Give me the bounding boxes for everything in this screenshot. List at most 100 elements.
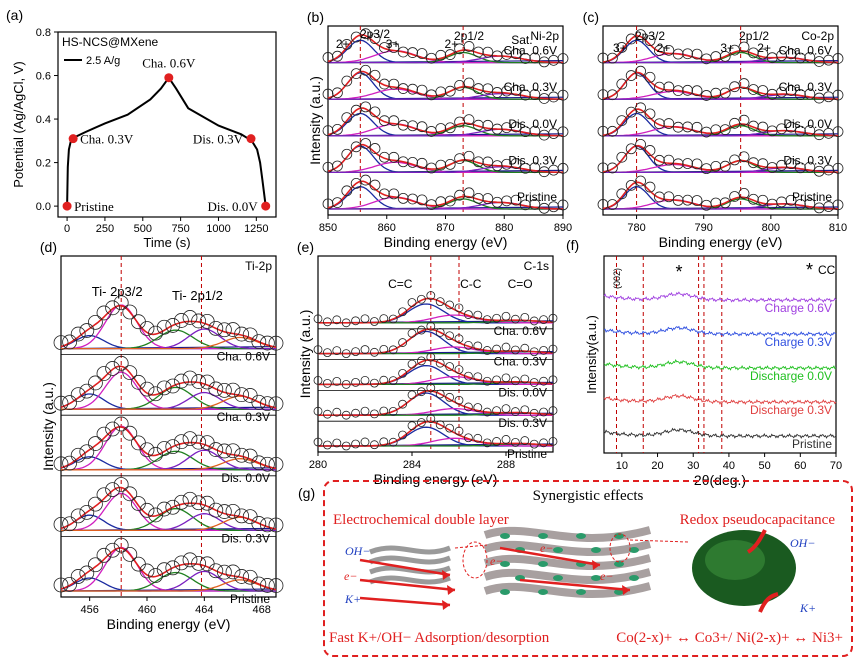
panel-d-xtick-label: 460 (138, 604, 156, 616)
panel-d-component (61, 371, 276, 410)
panel-d-data-marker (130, 314, 146, 330)
panel-a-xtick-label: 250 (96, 223, 114, 235)
panel-c-data-marker (672, 85, 684, 97)
panel-d-spectrum-label: Cha. 0.3V (217, 410, 270, 424)
panel-b-xlabel: Binding energy (eV) (384, 234, 508, 250)
panel-c-data-marker (776, 196, 787, 208)
panel-d-data-marker (88, 436, 103, 451)
panel-d-axes (60, 255, 277, 598)
panel-c-data-marker (738, 151, 750, 163)
panel-e-data-marker (529, 347, 539, 357)
panel-c-data-marker (719, 197, 731, 209)
panel-b-data-marker (350, 68, 362, 79)
panel-b-xtick-label: 880 (495, 222, 513, 234)
panel-b-data-marker (407, 193, 419, 205)
panel-g-ion-label: e− (600, 569, 613, 583)
panel-b-data-marker (444, 49, 456, 60)
panel-d-data-marker (173, 555, 189, 571)
panel-e-data-marker (379, 314, 389, 323)
panel-g-ion-label: OH− (345, 544, 370, 558)
panel-b-data-marker (510, 84, 522, 96)
panel-e-data-marker (416, 387, 426, 397)
panel-e-data-marker (445, 331, 455, 341)
panel-b-data-marker (529, 52, 541, 64)
panel-e-data-marker (416, 325, 426, 335)
panel-a-ytick-label: 0.4 (36, 114, 51, 126)
panel-b-spectrum-label: Dis. 0.0V (508, 117, 557, 131)
panel-f-series-label: Pristine (792, 437, 832, 451)
panel-b-data-marker (463, 77, 475, 89)
panel-b-label: (b) (307, 9, 324, 25)
panel-d-data-marker (70, 326, 86, 342)
panel-a-marker (164, 73, 174, 83)
panel-b-data-marker (331, 50, 343, 62)
panel-e-peak-annotation: C=C (388, 277, 413, 291)
panel-g-synergy-box: Synergistic effects Electrochemical doub… (323, 480, 853, 657)
panel-b-data-marker (472, 192, 484, 204)
panel-d-data-marker (96, 487, 112, 503)
panel-d-data-marker (199, 495, 215, 511)
panel-d-data-marker (165, 560, 181, 576)
panel-g-arrow-head (442, 600, 450, 610)
panel-b-data-marker (501, 158, 513, 170)
panel-c-peak-annotation: 2+ (657, 41, 671, 55)
panel-c-data-marker (625, 33, 637, 45)
panel-c-data-marker (616, 78, 628, 90)
panel-g-particle (576, 589, 586, 595)
panel-c-data-marker (682, 48, 693, 60)
panel-d-data-marker (216, 443, 232, 459)
panel-a-ytick-label: 0.0 (36, 201, 51, 213)
panel-d-data-marker (165, 499, 181, 515)
panel-c-data-marker (719, 124, 731, 135)
panel-g-particle (614, 533, 624, 539)
panel-e-data-marker (388, 376, 398, 385)
panel-g-arrow-head (447, 585, 455, 595)
panel-g-zoom-circle (462, 541, 488, 579)
panel-g-particle (500, 533, 510, 539)
panel-g-arrow (359, 558, 451, 577)
panel-f-peak-label: (002) (612, 268, 622, 289)
panel-c-corner-label: Co-2p (801, 29, 834, 43)
panel-b-xtick-label: 870 (436, 222, 454, 234)
panel-d-spectrum-label: Cha. 0.6V (217, 350, 270, 364)
panel-b-data-marker (520, 199, 531, 211)
panel-c-data-marker (644, 108, 656, 120)
panel-b-data-marker (463, 41, 475, 52)
panel-b-data-marker (444, 85, 456, 97)
panel-e-data-marker (473, 403, 483, 412)
panel-d-data-marker (173, 313, 189, 328)
panel-d-data-marker (191, 495, 207, 511)
panel-b-data-marker (557, 89, 569, 101)
panel-e-data-marker (379, 437, 389, 447)
panel-b-data-marker (444, 195, 456, 207)
panel-f-pattern (603, 291, 837, 304)
panel-f-xtick-label: 70 (830, 460, 842, 472)
panel-c-data-marker (691, 85, 703, 97)
panel-b-data-marker (397, 46, 409, 58)
panel-c-data-marker (644, 181, 656, 193)
panel-b-peak-annotation: 2+ (445, 37, 459, 51)
panel-b-data-marker (369, 179, 381, 191)
panel-c-spectrum-label: Dis. 0.3V (783, 153, 832, 167)
panel-f-pattern (603, 393, 837, 405)
panel-d-data-marker (156, 319, 172, 335)
panel-c-data-marker (644, 71, 656, 83)
panel-e-data-marker (435, 358, 445, 368)
panel-b-data-marker (322, 198, 334, 210)
panel-c-data-marker (785, 48, 797, 60)
panel-c-data-marker (813, 202, 825, 214)
panel-c-data-marker (832, 53, 844, 64)
panel-d-data-marker (208, 502, 224, 518)
panel-c-data-marker (710, 124, 722, 136)
panel-b-data-marker (378, 42, 390, 53)
panel-g-right-title: Redox pseudocapacitance (679, 512, 835, 528)
panel-g-bottom-left: Fast K+/OH− Adsorption/desorption (329, 630, 550, 646)
panel-b-data-marker (331, 197, 343, 208)
panel-c-data-marker (813, 92, 825, 104)
panel-d-envelope (60, 486, 277, 530)
panel-b-data-marker (463, 150, 475, 162)
panel-e-data-marker (539, 315, 548, 325)
panel-e-data-marker (501, 404, 511, 414)
panel-d-data-marker (105, 482, 120, 498)
panel-b-data-marker (520, 126, 531, 138)
